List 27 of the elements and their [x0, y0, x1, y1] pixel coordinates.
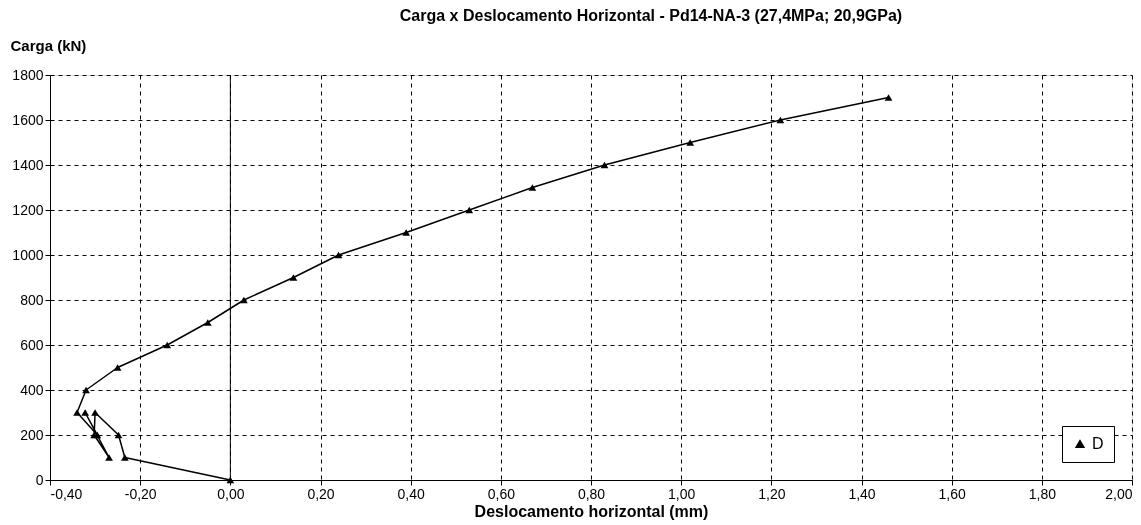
x-tick-label: 1,60 [938, 485, 966, 502]
legend-label: D [1092, 435, 1104, 452]
x-tick-label: 0,40 [397, 485, 425, 502]
x-tick-label: 1,00 [668, 485, 696, 502]
x-tick-label: 0,00 [217, 485, 245, 502]
y-tick-label: 1800 [12, 66, 44, 83]
x-tick-label: -0,20 [124, 485, 157, 502]
y-tick-label: 1000 [12, 246, 44, 263]
x-axis-title: Deslocamento horizontal (mm) [474, 502, 709, 520]
x-tick-label: 0,80 [577, 485, 606, 502]
y-tick-label: 1200 [12, 201, 44, 218]
y-tick-label: 1400 [12, 156, 44, 173]
chart-title: Carga x Deslocamento Horizontal - Pd14-NA-3 (27,4MPa; 20,9GPa) [399, 7, 903, 24]
y-tick-label: 200 [20, 426, 44, 443]
x-tick-label: 1,20 [758, 485, 786, 502]
x-tick-label: -0,40 [50, 485, 83, 502]
y-tick-label: 1600 [12, 111, 44, 128]
y-tick-label: 600 [20, 336, 44, 353]
y-tick-label: 0 [35, 471, 44, 488]
x-tick-label: 1,80 [1028, 485, 1057, 502]
y-tick-label: 800 [20, 291, 44, 308]
x-tick-label: 2,00 [1105, 485, 1133, 502]
x-tick-label: 0,60 [487, 485, 516, 502]
x-tick-label: 0,20 [307, 485, 335, 502]
x-tick-label: 1,40 [848, 485, 876, 502]
y-axis-title: Carga (kN) [10, 36, 87, 54]
y-tick-label: 400 [20, 381, 44, 398]
